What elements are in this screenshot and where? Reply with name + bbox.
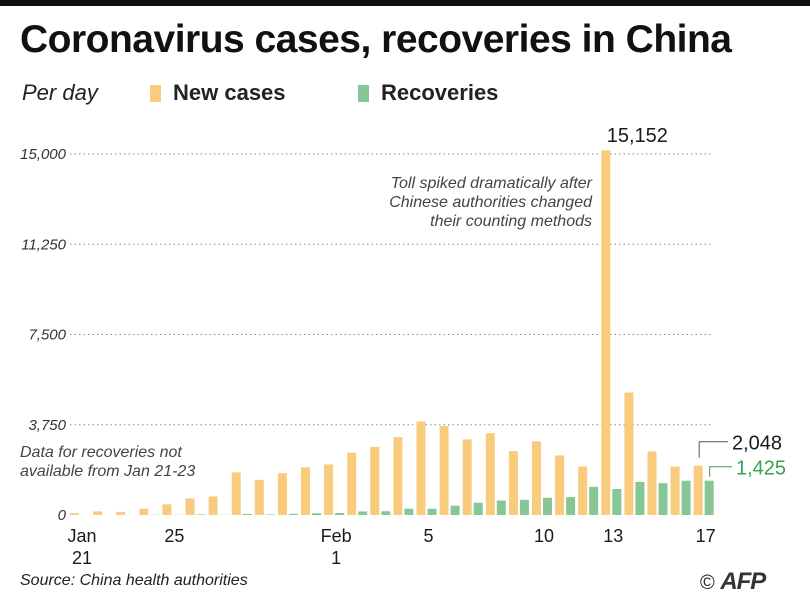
leader-line-recoveries bbox=[709, 466, 732, 477]
x-tick-label: 21 bbox=[72, 548, 92, 568]
bar-recoveries bbox=[589, 486, 599, 515]
x-tick-label: Jan bbox=[67, 526, 96, 546]
bar-recoveries bbox=[358, 511, 368, 515]
y-tick-label: 15,000 bbox=[20, 146, 67, 163]
bar-new-cases bbox=[301, 467, 310, 515]
bar-recoveries bbox=[288, 513, 298, 515]
y-tick-label: 11,250 bbox=[21, 236, 66, 253]
top-rule bbox=[0, 0, 810, 6]
bar-new-cases bbox=[532, 441, 541, 515]
data-label-last-new-cases: 2,048 bbox=[732, 433, 782, 455]
bar-recoveries bbox=[473, 502, 483, 515]
bar-new-cases bbox=[93, 511, 103, 515]
afp-wordmark: AFP bbox=[720, 568, 766, 595]
chart-title: Coronavirus cases, recoveries in China bbox=[20, 18, 732, 61]
bar-new-cases bbox=[670, 466, 680, 515]
bar-new-cases bbox=[139, 508, 149, 515]
bar-new-cases bbox=[185, 498, 195, 515]
bar-recoveries bbox=[312, 513, 321, 515]
x-tick-label: 17 bbox=[696, 526, 716, 546]
bar-new-cases bbox=[162, 504, 172, 515]
legend-swatch-recoveries bbox=[358, 84, 369, 102]
bar-recoveries bbox=[496, 500, 506, 515]
bar-new-cases bbox=[393, 437, 403, 515]
legend-swatch-new-cases bbox=[150, 84, 161, 102]
bar-new-cases bbox=[116, 511, 126, 515]
bar-recoveries bbox=[427, 508, 437, 515]
bar-new-cases bbox=[601, 150, 611, 516]
x-tick-label: 13 bbox=[603, 526, 623, 546]
data-label-peak: 15,152 bbox=[607, 125, 668, 147]
bar-new-cases bbox=[439, 426, 449, 515]
bar-new-cases bbox=[370, 446, 380, 515]
data-label-last-recoveries: 1,425 bbox=[736, 458, 786, 480]
bar-recoveries bbox=[335, 512, 345, 515]
y-tick-label: 0 bbox=[58, 507, 67, 524]
afp-logo: © AFP bbox=[700, 568, 766, 596]
x-tick-label: 10 bbox=[534, 526, 554, 546]
copyright-symbol: © bbox=[700, 572, 715, 594]
bar-new-cases bbox=[485, 433, 495, 515]
bar-new-cases bbox=[208, 496, 218, 515]
bar-recoveries bbox=[543, 497, 552, 515]
bar-new-cases bbox=[462, 439, 472, 515]
x-tick-label: 5 bbox=[423, 526, 433, 546]
chart-subtitle: Per day bbox=[22, 80, 98, 105]
y-tick-label: 3,750 bbox=[28, 417, 66, 434]
bar-recoveries bbox=[196, 514, 206, 515]
legend-recoveries: Recoveries bbox=[358, 80, 498, 106]
x-tick-label: 25 bbox=[164, 526, 184, 546]
bar-new-cases bbox=[347, 452, 357, 515]
x-tick-label: Feb bbox=[321, 526, 352, 546]
bar-recoveries bbox=[635, 481, 645, 515]
annotation-counting-change: their counting methods bbox=[430, 213, 592, 230]
bar-recoveries bbox=[265, 514, 275, 515]
annotation-recoveries-note: available from Jan 21-23 bbox=[20, 463, 195, 480]
bar-new-cases bbox=[254, 479, 264, 515]
leader-line-new-cases bbox=[698, 441, 728, 458]
bar-new-cases bbox=[70, 513, 79, 515]
bar-recoveries bbox=[404, 508, 414, 515]
bar-recoveries bbox=[681, 480, 691, 515]
bar-new-cases bbox=[508, 451, 518, 515]
annotation-recoveries-note: Data for recoveries not bbox=[20, 444, 182, 461]
x-tick-label: 1 bbox=[331, 548, 341, 568]
bar-new-cases bbox=[416, 421, 426, 515]
bar-recoveries bbox=[381, 511, 391, 515]
bar-recoveries bbox=[612, 488, 622, 515]
bar-new-cases bbox=[624, 392, 634, 515]
bar-recoveries bbox=[658, 483, 668, 515]
y-tick-label: 7,500 bbox=[28, 327, 66, 344]
bar-new-cases bbox=[693, 465, 703, 515]
legend-label-new-cases: New cases bbox=[173, 80, 286, 105]
annotation-counting-change: Chinese authorities changed bbox=[389, 194, 593, 211]
bar-new-cases bbox=[277, 473, 287, 515]
source-note: Source: China health authorities bbox=[20, 572, 248, 589]
bar-recoveries bbox=[519, 499, 529, 515]
legend-label-recoveries: Recoveries bbox=[381, 80, 499, 105]
bar-recoveries bbox=[242, 513, 252, 515]
bar-new-cases bbox=[647, 451, 657, 515]
bar-recoveries bbox=[704, 480, 714, 515]
bar-recoveries bbox=[566, 497, 576, 515]
bar-new-cases bbox=[578, 466, 588, 515]
annotation-counting-change: Toll spiked dramatically after bbox=[391, 175, 593, 192]
bar-recoveries bbox=[450, 505, 460, 515]
bar-new-cases bbox=[324, 464, 334, 515]
legend-new-cases: New cases bbox=[150, 80, 286, 106]
bar-new-cases bbox=[555, 455, 565, 515]
bar-new-cases bbox=[231, 472, 241, 515]
